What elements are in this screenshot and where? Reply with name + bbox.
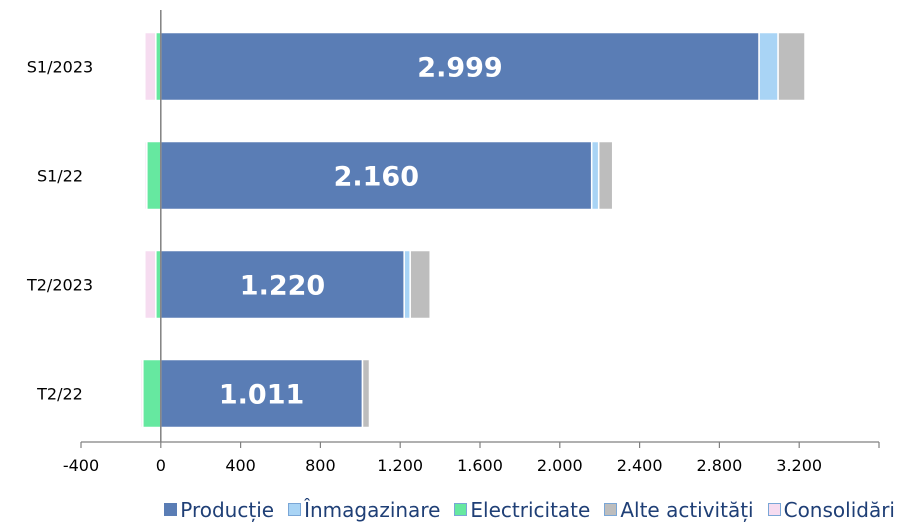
legend-label-5: Consolidări bbox=[783, 497, 895, 522]
category-label-1: S1/2023 bbox=[27, 58, 93, 77]
legend-swatch-2 bbox=[288, 503, 302, 516]
bar-segment-3-4 bbox=[142, 358, 162, 429]
x-tick-label-3: 400 bbox=[225, 456, 256, 475]
bar-segment-4-1 bbox=[777, 31, 806, 102]
data-label-2: 2.160 bbox=[334, 162, 419, 193]
legend-swatch-3 bbox=[454, 503, 468, 516]
chart-legend: Producție Înmagazinare Electricitate Alte a… bbox=[0, 496, 901, 523]
bar-segment-1-2 bbox=[160, 140, 593, 211]
x-tick-label-5: 1.200 bbox=[377, 456, 423, 475]
legend-item-3: Electricitate bbox=[454, 498, 590, 522]
legend-item-5: Consolidări bbox=[767, 497, 895, 522]
legend-swatch-5 bbox=[767, 503, 781, 516]
category-label-3: T2/2023 bbox=[26, 276, 93, 295]
legend-label-4: Alte activități bbox=[620, 497, 754, 522]
x-tick-label-4: 800 bbox=[305, 456, 336, 475]
legend-item-1: Producție bbox=[164, 498, 274, 522]
bar-segment-1-4 bbox=[160, 358, 364, 429]
bar-segment-1-1 bbox=[160, 31, 760, 102]
legend-swatch-4 bbox=[604, 503, 618, 516]
legend-swatch-1 bbox=[164, 503, 178, 516]
data-label-1: 2.999 bbox=[417, 53, 502, 84]
bar-segment-4-2 bbox=[597, 140, 614, 211]
legend-label-2: Înmagazinare bbox=[304, 497, 441, 522]
bar-segment-5-1 bbox=[144, 31, 157, 102]
x-tick-label-6: 1.600 bbox=[457, 456, 503, 475]
bar-segment-3-2 bbox=[146, 140, 162, 211]
bar-segment-2-2 bbox=[590, 140, 600, 211]
x-tick-label-10: 3.200 bbox=[776, 456, 822, 475]
x-tick-label-2: 0 bbox=[156, 456, 166, 475]
bar-segment-5-3 bbox=[144, 249, 157, 320]
legend-label-3: Electricitate bbox=[470, 497, 591, 522]
x-tick-label-9: 2.800 bbox=[696, 456, 742, 475]
stacked-bar-chart: S1/2023 2.999 S1/22 2.160 T2/2023 1.220 T2/22 1… bbox=[26, 10, 880, 475]
legend-item-2: Înmagazinare bbox=[288, 498, 440, 522]
category-label-4: T2/22 bbox=[36, 385, 83, 404]
data-label-3: 1.220 bbox=[240, 271, 325, 302]
bar-segment-4-3 bbox=[409, 249, 431, 320]
x-tick-label-8: 2.400 bbox=[617, 456, 663, 475]
x-tick-label-7: 2.000 bbox=[537, 456, 583, 475]
bar-segment-5-2 bbox=[144, 140, 148, 211]
data-label-4: 1.011 bbox=[219, 380, 304, 411]
bar-segment-5-4 bbox=[140, 358, 144, 429]
x-tick-label-1: -400 bbox=[63, 456, 99, 475]
bar-segment-4-4 bbox=[361, 358, 371, 429]
legend-item-4: Alte activități bbox=[604, 497, 754, 522]
category-label-2: S1/22 bbox=[37, 167, 83, 186]
bar-segment-2-1 bbox=[758, 31, 779, 102]
bar-segment-2-3 bbox=[403, 249, 411, 320]
legend-label-1: Producție bbox=[180, 497, 275, 522]
